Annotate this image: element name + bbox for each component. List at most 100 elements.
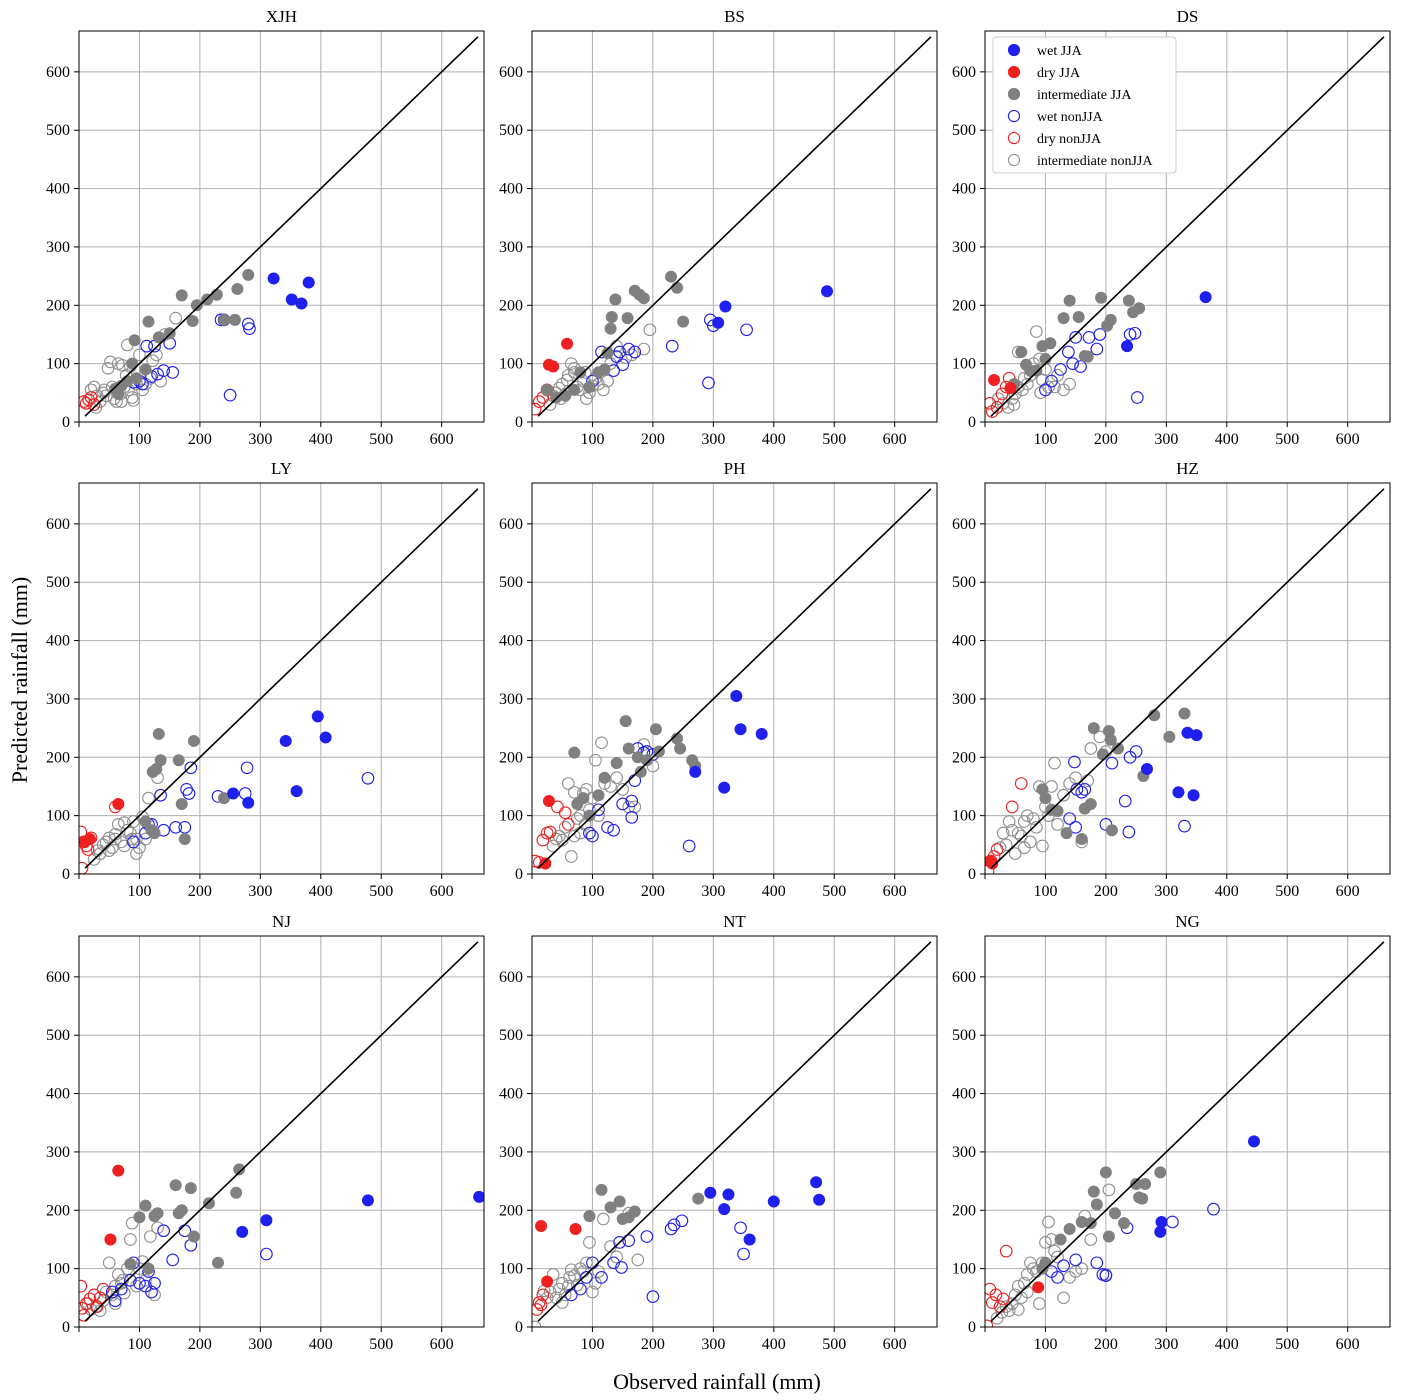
data-point [1118,1217,1131,1230]
data-point [1122,825,1136,839]
data-point [682,839,696,853]
series-dry-jja [539,795,555,870]
data-point [130,372,143,385]
data-point [154,788,167,802]
data-point [1187,789,1200,802]
x-axis-ticks: 100 200 300 400 500 600 [78,422,454,448]
x-tick-label: 400 [762,431,786,448]
x-tick-label: 400 [762,883,786,900]
data-point [541,1275,554,1288]
series-wet-jja [704,1176,826,1246]
data-point [1154,1225,1167,1238]
data-point [580,1271,593,1284]
data-point [151,1221,164,1235]
data-point [142,1262,155,1275]
x-tick-label: 600 [430,883,454,900]
x-tick-label: 600 [430,431,454,448]
panel-frame [78,935,485,1328]
data-point [187,1230,200,1243]
data-point [564,1263,578,1277]
data-point [532,395,546,408]
data-point [625,348,639,362]
y-tick-label: 400 [499,1086,523,1103]
x-tick-label: 300 [1154,431,1178,448]
data-point [1087,722,1100,735]
data-point [625,811,639,824]
data-point [563,1271,576,1284]
data-point [625,794,639,808]
data-point [542,795,555,808]
data-point [1081,350,1094,363]
y-tick-label: 500 [499,1027,523,1044]
data-point [1087,1185,1100,1198]
series-intermediate-jja [583,1183,705,1226]
x-tick-label: 500 [1275,1336,1299,1353]
y-axis-ticks: 0 100 200 300 400 500 600 [46,516,79,883]
data-point [532,1296,546,1309]
data-point [127,835,140,849]
y-tick-label: 0 [62,1319,70,1336]
legend-item: wet JJA [1007,43,1083,59]
data-point [619,715,632,728]
data-point [279,734,292,747]
data-point [1090,342,1104,356]
data-point [637,342,651,356]
data-point [1133,302,1146,315]
data-point [631,1253,645,1267]
data-point [596,383,610,397]
data-point [130,847,143,860]
panel-title: HZ [1176,459,1199,478]
data-point [643,323,657,337]
data-point [227,787,240,800]
data-point [1048,380,1061,394]
data-point [532,854,542,868]
data-point [605,310,618,323]
data-point [1102,1183,1116,1197]
data-point [665,270,678,283]
data-point [1051,818,1064,831]
y-tick-label: 600 [499,969,523,986]
one-to-one-line [537,941,932,1322]
series-wet-jja [1121,291,1212,353]
data-point [112,797,125,810]
data-point [157,1224,170,1238]
data-point [1068,755,1081,769]
data-point [1066,357,1079,370]
data-point [139,832,152,846]
y-tick-label: 200 [46,297,70,314]
data-point [604,780,617,793]
data-point [1084,1217,1097,1230]
data-point [740,323,753,337]
data-point [615,1261,628,1274]
legend-marker [1007,65,1021,79]
y-tick-label: 300 [499,1144,523,1161]
data-point [640,1230,654,1243]
data-point [613,1195,626,1208]
x-tick-label: 500 [1275,431,1299,448]
data-point [108,1297,122,1311]
data-points [532,1176,826,1327]
x-tick-label: 500 [369,883,393,900]
data-point [601,374,614,388]
data-point [99,389,113,403]
y-axis-ticks: 0 100 200 300 400 500 600 [46,969,79,1336]
one-to-one-line [990,941,1385,1322]
series-dry-nonjja [985,1244,1013,1327]
data-point [145,370,158,383]
data-points [532,270,833,416]
one-to-one-line [537,488,932,869]
x-tick-label: 200 [1094,1336,1118,1353]
x-axis-ticks: 100 200 300 400 500 600 [984,874,1360,900]
y-tick-label: 400 [499,181,523,198]
data-point [580,392,593,406]
y-tick-label: 200 [499,297,523,314]
data-point [601,347,614,360]
y-tick-label: 300 [46,1144,70,1161]
data-point [1199,291,1212,304]
data-point [610,757,623,770]
x-tick-label: 500 [822,431,846,448]
panel-title: DS [1177,7,1199,26]
data-point [999,1244,1013,1258]
data-point [628,1205,641,1218]
x-tick-label: 200 [1094,431,1118,448]
